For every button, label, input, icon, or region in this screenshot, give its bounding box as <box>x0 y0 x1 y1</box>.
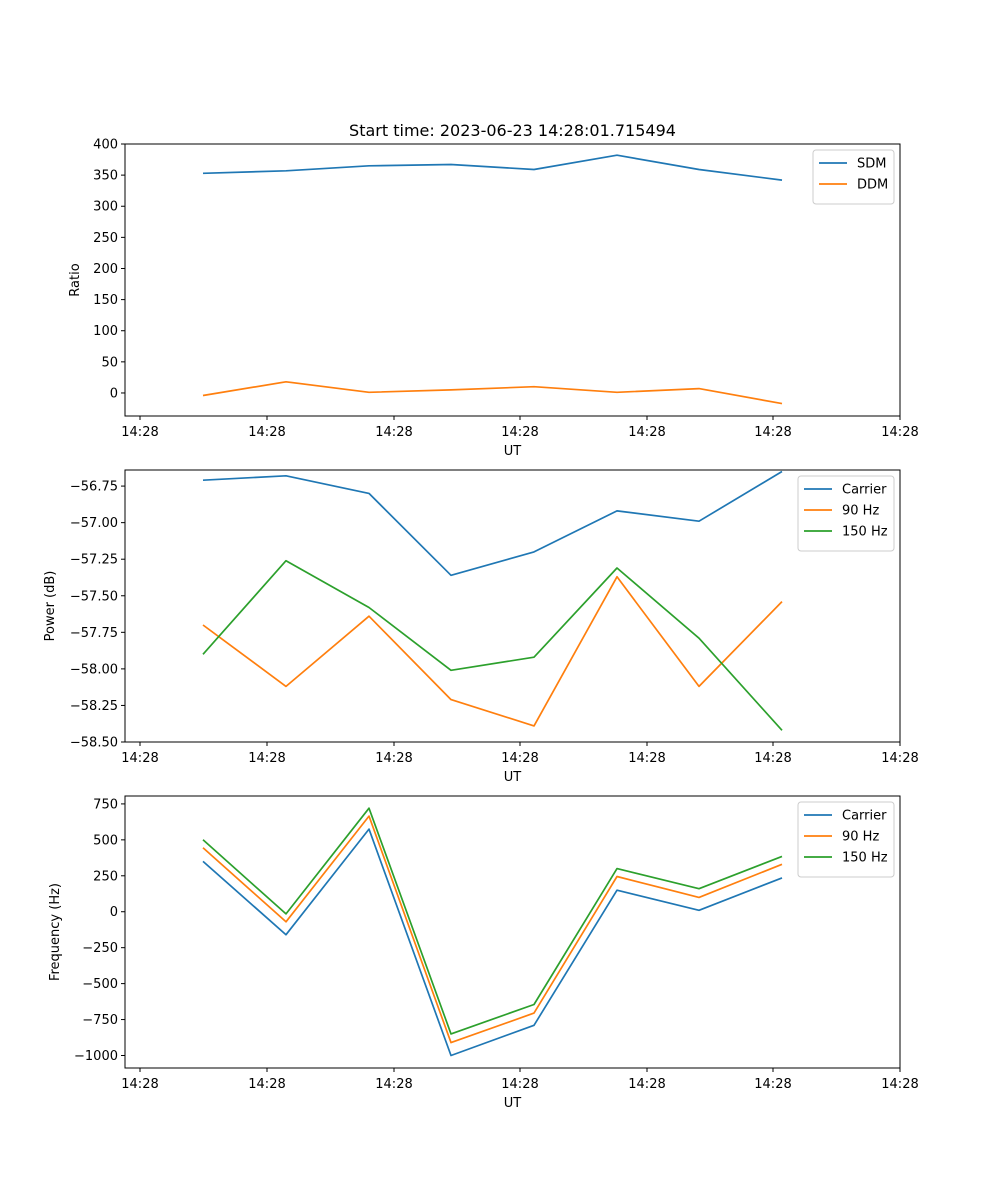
legend-box <box>797 801 895 878</box>
legend: SDM DDM <box>812 149 895 205</box>
x-tick-label: 14:28 <box>501 751 538 766</box>
x-tick-label: 14:28 <box>375 1077 412 1092</box>
legend-label: Carrier <box>842 483 887 498</box>
legend-label: DDM <box>857 178 888 193</box>
axes-frame <box>124 143 901 417</box>
y-tick-label: −57.00 <box>70 516 118 531</box>
x-tick-label: 14:28 <box>248 1077 285 1092</box>
x-tick-label: 14:28 <box>501 425 538 440</box>
legend-label: Carrier <box>842 809 887 824</box>
legend: Carrier 90 Hz 150 Hz <box>797 475 895 552</box>
axes-frame <box>124 469 901 743</box>
x-tick-label: 14:28 <box>375 751 412 766</box>
y-tick-label: −1000 <box>74 1049 118 1064</box>
series-line-150-hz <box>202 559 783 731</box>
x-axis-label: UT <box>504 770 522 785</box>
legend: Carrier 90 Hz 150 Hz <box>797 801 895 878</box>
x-tick-label: 14:28 <box>881 425 918 440</box>
y-tick-label: 150 <box>93 293 118 308</box>
legend-label: SDM <box>857 157 886 172</box>
legend-label: 150 Hz <box>842 851 888 866</box>
y-tick-label: 0 <box>110 905 118 920</box>
x-tick-label: 14:28 <box>754 425 791 440</box>
legend-label: 150 Hz <box>842 525 888 540</box>
x-tick-label: 14:28 <box>248 751 285 766</box>
series-line-sdm <box>202 154 783 181</box>
y-axis-label: Power (dB) <box>43 571 58 642</box>
x-tick-label: 14:28 <box>121 425 158 440</box>
y-tick-label: −56.75 <box>70 480 118 495</box>
y-tick-label: −57.75 <box>70 626 118 641</box>
y-tick-label: 250 <box>93 869 118 884</box>
x-tick-label: 14:28 <box>628 751 665 766</box>
panel-ratio: 0 50 100 150 200 250 300 350 400 14:28 14:28 14:28 1… <box>68 121 919 459</box>
series-line-carrier <box>202 470 783 577</box>
series-line-90-hz <box>202 575 783 727</box>
x-tick-label: 14:28 <box>881 1077 918 1092</box>
y-tick-label: −57.50 <box>70 589 118 604</box>
series-line-ddm <box>202 380 783 405</box>
x-tick-label: 14:28 <box>628 425 665 440</box>
y-tick-label: −250 <box>82 941 118 956</box>
y-tick-label: 750 <box>93 797 118 812</box>
y-tick-label: −750 <box>82 1013 118 1028</box>
x-tick-label: 14:28 <box>121 751 158 766</box>
x-tick-label: 14:28 <box>628 1077 665 1092</box>
y-tick-label: 0 <box>110 386 118 401</box>
y-tick-label: −500 <box>82 977 118 992</box>
axes-frame <box>124 795 901 1069</box>
y-axis-label: Ratio <box>68 263 83 296</box>
series-line-carrier <box>202 828 783 1057</box>
x-tick-label: 14:28 <box>754 751 791 766</box>
legend-box <box>797 475 895 552</box>
legend-label: 90 Hz <box>842 830 879 845</box>
x-tick-label: 14:28 <box>501 1077 538 1092</box>
y-tick-label: 250 <box>93 231 118 246</box>
y-tick-label: 100 <box>93 324 118 339</box>
y-tick-label: 350 <box>93 169 118 184</box>
y-tick-label: 200 <box>93 262 118 277</box>
panel-power: −58.50 −58.25 −58.00 −57.75 −57.50 −57.25 −57.… <box>43 469 919 785</box>
y-tick-label: 400 <box>93 138 118 153</box>
y-tick-label: −58.25 <box>70 699 118 714</box>
y-tick-label: 50 <box>101 355 118 370</box>
series-line-150-hz <box>202 807 783 1035</box>
x-axis-label: UT <box>504 444 522 459</box>
y-tick-label: 300 <box>93 200 118 215</box>
x-tick-label: 14:28 <box>881 751 918 766</box>
x-tick-label: 14:28 <box>248 425 285 440</box>
y-tick-label: 500 <box>93 833 118 848</box>
y-tick-label: −57.25 <box>70 553 118 568</box>
y-tick-label: −58.00 <box>70 662 118 677</box>
x-tick-label: 14:28 <box>754 1077 791 1092</box>
chart-title: Start time: 2023-06-23 14:28:01.715494 <box>349 121 676 140</box>
legend-label: 90 Hz <box>842 504 879 519</box>
panel-frequency: −1000 −750 −500 −250 0 250 500 750 14:28 14:28 14:… <box>48 795 919 1111</box>
y-tick-label: −58.50 <box>70 736 118 751</box>
x-tick-label: 14:28 <box>375 425 412 440</box>
x-tick-label: 14:28 <box>121 1077 158 1092</box>
series-line-90-hz <box>202 815 783 1044</box>
x-axis-label: UT <box>504 1096 522 1111</box>
y-axis-label: Frequency (Hz) <box>48 883 63 981</box>
